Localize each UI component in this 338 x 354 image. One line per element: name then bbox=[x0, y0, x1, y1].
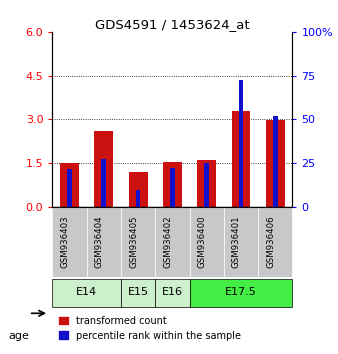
Text: E16: E16 bbox=[162, 287, 183, 297]
FancyBboxPatch shape bbox=[224, 207, 258, 277]
Bar bbox=[170, 168, 175, 207]
Bar bbox=[232, 111, 250, 207]
Text: E17.5: E17.5 bbox=[225, 287, 257, 297]
Bar bbox=[67, 169, 72, 207]
Bar bbox=[136, 189, 141, 207]
Text: GSM936400: GSM936400 bbox=[198, 216, 207, 268]
FancyBboxPatch shape bbox=[121, 207, 155, 277]
Bar bbox=[129, 172, 147, 207]
FancyBboxPatch shape bbox=[190, 207, 224, 277]
FancyBboxPatch shape bbox=[190, 279, 292, 307]
Text: GSM936404: GSM936404 bbox=[95, 216, 104, 268]
Bar bbox=[273, 116, 277, 207]
FancyBboxPatch shape bbox=[87, 207, 121, 277]
Text: E14: E14 bbox=[76, 287, 97, 297]
Text: GSM936401: GSM936401 bbox=[232, 216, 241, 268]
Text: GSM936406: GSM936406 bbox=[266, 216, 275, 268]
Text: age: age bbox=[8, 331, 29, 341]
FancyBboxPatch shape bbox=[52, 207, 87, 277]
FancyBboxPatch shape bbox=[258, 207, 292, 277]
Text: E15: E15 bbox=[128, 287, 149, 297]
FancyBboxPatch shape bbox=[121, 279, 155, 307]
Bar bbox=[266, 120, 285, 207]
Bar bbox=[101, 159, 106, 207]
Bar bbox=[239, 80, 243, 207]
Text: GSM936405: GSM936405 bbox=[129, 216, 138, 268]
Title: GDS4591 / 1453624_at: GDS4591 / 1453624_at bbox=[95, 18, 250, 31]
Text: GSM936402: GSM936402 bbox=[163, 216, 172, 268]
Text: GSM936403: GSM936403 bbox=[61, 216, 70, 268]
Bar bbox=[94, 131, 113, 207]
Legend: transformed count, percentile rank within the sample: transformed count, percentile rank withi… bbox=[55, 312, 245, 344]
FancyBboxPatch shape bbox=[155, 279, 190, 307]
FancyBboxPatch shape bbox=[52, 279, 121, 307]
Bar bbox=[60, 163, 79, 207]
FancyBboxPatch shape bbox=[155, 207, 190, 277]
Bar bbox=[204, 163, 209, 207]
Bar bbox=[197, 160, 216, 207]
Bar bbox=[163, 162, 182, 207]
